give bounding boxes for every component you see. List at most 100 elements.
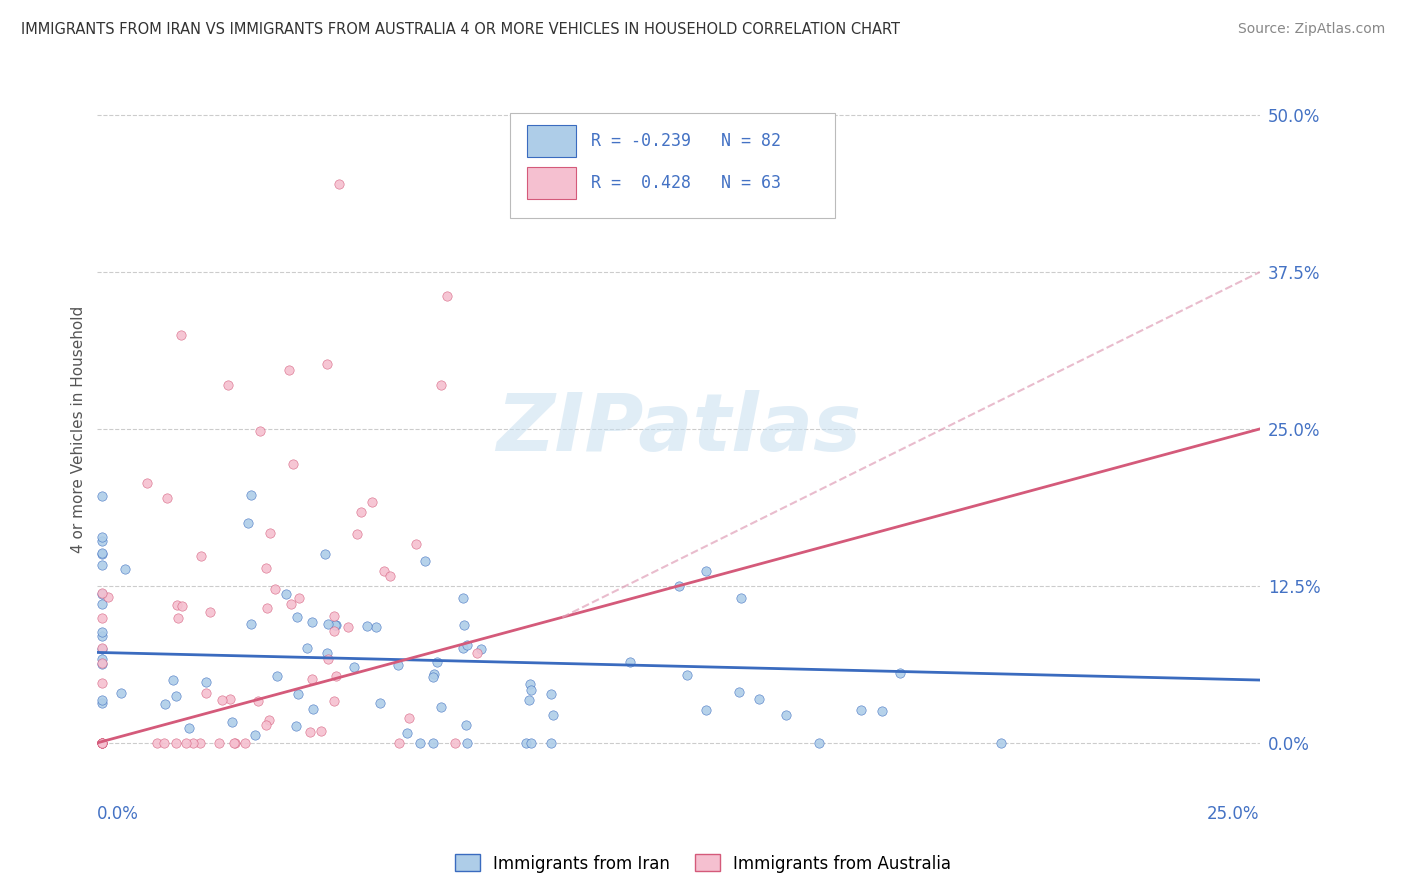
Point <box>453 591 475 606</box>
Point <box>222 736 245 750</box>
Point <box>309 724 332 739</box>
Point <box>208 736 231 750</box>
Point <box>316 617 339 632</box>
Point <box>429 699 451 714</box>
Point <box>295 640 318 655</box>
Point <box>314 547 336 561</box>
Point <box>775 707 797 722</box>
Point <box>288 591 311 606</box>
Point <box>91 736 114 750</box>
Point <box>91 534 114 549</box>
Point <box>470 641 492 656</box>
Point <box>97 591 120 605</box>
Point <box>727 685 749 699</box>
Point <box>233 736 256 750</box>
Point <box>408 736 430 750</box>
Point <box>456 638 478 652</box>
Point <box>325 669 347 683</box>
Point <box>368 696 391 710</box>
FancyBboxPatch shape <box>527 125 576 157</box>
Point <box>91 624 114 639</box>
Point <box>91 587 114 601</box>
Point <box>444 736 467 750</box>
Point <box>91 611 114 625</box>
Point <box>219 692 242 706</box>
Point <box>456 736 478 750</box>
Point <box>423 666 446 681</box>
Point <box>388 736 411 750</box>
Point <box>676 668 699 682</box>
Point <box>91 656 114 670</box>
Point <box>343 660 366 674</box>
Text: 0.0%: 0.0% <box>97 805 139 823</box>
Point <box>211 692 233 706</box>
Point <box>316 357 339 371</box>
Point <box>110 686 132 700</box>
Point <box>153 736 176 750</box>
Text: R =  0.428   N = 63: R = 0.428 N = 63 <box>592 174 782 192</box>
Point <box>194 674 217 689</box>
Point <box>889 665 911 680</box>
Point <box>387 657 409 672</box>
Point <box>165 736 187 750</box>
Point <box>356 619 378 633</box>
Point <box>336 620 359 634</box>
Point <box>465 646 488 660</box>
Point <box>91 736 114 750</box>
Point <box>422 736 444 750</box>
Legend: Immigrants from Iran, Immigrants from Australia: Immigrants from Iran, Immigrants from Au… <box>449 847 957 880</box>
Point <box>346 526 368 541</box>
Point <box>91 489 114 503</box>
Text: R = -0.239   N = 82: R = -0.239 N = 82 <box>592 132 782 150</box>
Point <box>246 694 269 708</box>
Point <box>91 736 114 750</box>
Point <box>870 704 893 718</box>
Point <box>301 615 323 630</box>
Point <box>436 289 458 303</box>
Point <box>217 378 239 392</box>
Point <box>188 736 211 750</box>
Point <box>695 564 717 578</box>
Point <box>91 597 114 611</box>
Point <box>91 736 114 750</box>
Point <box>668 579 690 593</box>
Point <box>190 549 212 563</box>
Point <box>350 505 373 519</box>
Point <box>198 605 221 619</box>
Point <box>243 728 266 742</box>
FancyBboxPatch shape <box>527 167 576 199</box>
Point <box>415 554 437 568</box>
Point <box>91 652 114 666</box>
Point <box>91 546 114 560</box>
Point <box>405 537 427 551</box>
Point <box>174 736 197 750</box>
Point <box>170 327 193 342</box>
Point <box>114 562 136 576</box>
Point <box>221 715 243 730</box>
Point <box>325 618 347 632</box>
Point <box>166 598 188 612</box>
Point <box>266 669 288 683</box>
Point <box>520 736 543 750</box>
Point <box>517 692 540 706</box>
Point <box>396 725 419 739</box>
Point <box>515 736 537 750</box>
Point <box>91 736 114 750</box>
Point <box>807 736 830 750</box>
Text: Source: ZipAtlas.com: Source: ZipAtlas.com <box>1237 22 1385 37</box>
Point <box>298 725 321 739</box>
Point <box>156 491 179 505</box>
Point <box>373 564 395 578</box>
Point <box>177 721 200 735</box>
Point <box>239 616 262 631</box>
Point <box>451 640 474 655</box>
Point <box>422 670 444 684</box>
Point <box>285 719 308 733</box>
Point <box>91 558 114 572</box>
Point <box>167 611 190 625</box>
Point <box>322 624 344 638</box>
Point <box>91 696 114 710</box>
Point <box>183 736 205 750</box>
Text: 25.0%: 25.0% <box>1208 805 1260 823</box>
Point <box>254 561 277 575</box>
